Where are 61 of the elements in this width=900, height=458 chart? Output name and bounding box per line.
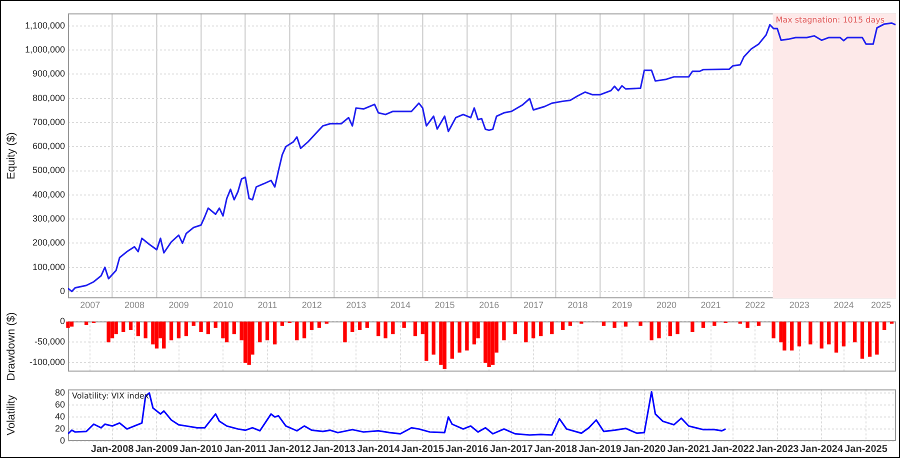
x-tick-label: 2023: [789, 300, 810, 310]
y-tick-label: 40: [54, 411, 65, 422]
x-tick-label: 2012: [302, 300, 322, 310]
y-tick-label: 0: [60, 435, 65, 446]
y-tick-label: 0: [60, 316, 65, 326]
x-tick-label: Jan-2017: [490, 444, 534, 455]
y-tick-label: -100,000: [29, 357, 65, 368]
x-tick-label: 2015: [434, 300, 455, 310]
x-tick-label: 2021: [700, 300, 721, 310]
band-label: Max stagnation: 1015 days: [776, 15, 884, 24]
x-tick-label: 2014: [390, 300, 410, 310]
y-tick-label: 1,000,000: [24, 44, 65, 55]
x-tick-label: Jan-2013: [312, 444, 356, 455]
y-axis-title: Volatility: [6, 394, 18, 436]
y-tick-label: 20: [54, 423, 65, 434]
y-tick-label: 700,000: [32, 116, 65, 127]
x-tick-label: Jan-2008: [90, 444, 134, 455]
x-tick-label: 2020: [656, 300, 676, 310]
y-tick-label: 400,000: [32, 189, 65, 200]
y-tick-label: 900,000: [32, 68, 65, 79]
x-tick-label: 2017: [523, 300, 544, 310]
x-tick-label: 2016: [479, 300, 500, 310]
x-tick-label: Jan-2009: [135, 444, 179, 455]
y-tick-label: 300,000: [32, 214, 65, 224]
y-tick-label: 1,100,000: [24, 20, 65, 30]
x-tick-label: 2011: [258, 300, 278, 310]
x-tick-label: 2013: [346, 300, 366, 310]
x-tick-label: 2022: [745, 300, 766, 310]
y-tick-label: 80: [54, 387, 65, 398]
y-tick-label: 600,000: [32, 141, 65, 152]
x-tick-label: Jan-2024: [800, 444, 844, 455]
y-axis-title: Drawdown ($): [6, 312, 18, 381]
x-tick-label: 2019: [612, 300, 632, 310]
x-tick-label: Jan-2021: [667, 444, 711, 455]
x-tick-label: Jan-2014: [356, 444, 400, 455]
x-tick-label: Jan-2012: [268, 444, 312, 455]
x-tick-label: Jan-2022: [712, 444, 755, 455]
y-tick-label: 100,000: [32, 262, 65, 272]
y-tick-label: 500,000: [32, 165, 65, 176]
x-tick-label: Jan-2016: [446, 444, 489, 455]
x-tick-label: Jan-2011: [224, 444, 267, 455]
x-tick-label: 2024: [834, 300, 854, 310]
y-tick-label: 60: [54, 399, 65, 410]
y-tick-label: 800,000: [32, 92, 65, 103]
x-tick-label: Jan-2015: [401, 444, 444, 455]
x-tick-label: Jan-2025: [844, 444, 888, 455]
x-tick-label: Jan-2023: [756, 444, 800, 455]
x-tick-label: 2025: [871, 300, 892, 310]
x-tick-label: Jan-2020: [622, 444, 666, 455]
x-tick-label: 2009: [168, 300, 189, 310]
x-tick-label: 2010: [213, 300, 234, 310]
x-tick-label: Jan-2019: [578, 444, 622, 455]
x-tick-label: Jan-2010: [180, 444, 223, 455]
x-tick-label: Jan-2018: [534, 444, 578, 455]
y-tick-label: 0: [60, 286, 65, 296]
x-tick-label: 2018: [568, 300, 588, 310]
y-axis-title: Equity ($): [6, 132, 18, 180]
x-tick-label: 2007: [80, 300, 100, 310]
y-tick-label: -50,000: [34, 336, 65, 346]
x-tick-label: 2008: [124, 300, 145, 310]
y-tick-label: 200,000: [32, 238, 65, 248]
